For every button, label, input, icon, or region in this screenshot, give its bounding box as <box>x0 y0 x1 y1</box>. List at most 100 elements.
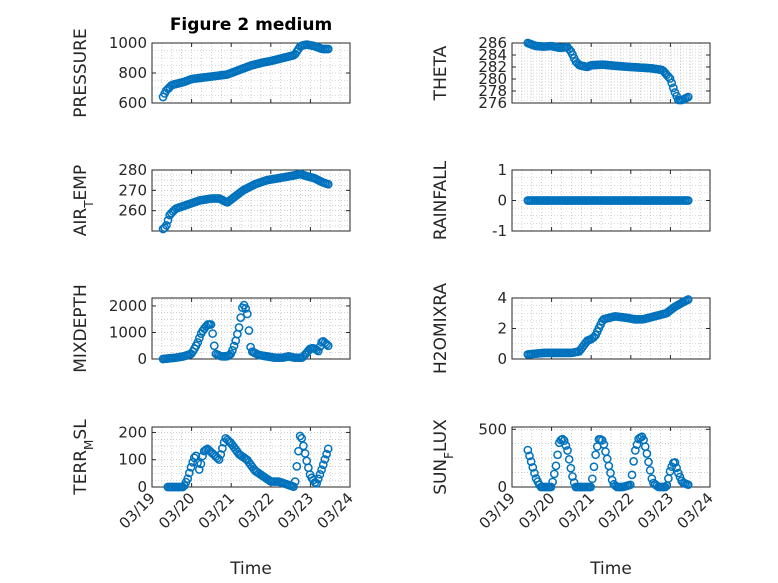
data-point <box>525 451 534 461</box>
y-tick-label: 278 <box>478 82 507 100</box>
data-point <box>586 482 596 492</box>
panel-mixdepth: 0 1000 2000 MIXDEPTH <box>71 284 351 373</box>
y-tick-label: 1000 <box>109 323 147 341</box>
y-tick-label: 0 <box>137 478 147 496</box>
x-tick-label: 03/21 <box>555 489 598 532</box>
y-tick-label: 282 <box>478 58 507 76</box>
data-point <box>194 465 204 474</box>
data-point <box>188 457 197 467</box>
y-axis-label: H2OMIXRA <box>431 283 451 374</box>
data-point <box>546 482 556 492</box>
y-tick-label: 2000 <box>109 297 147 315</box>
data-point <box>683 196 693 205</box>
axes-frame <box>511 42 711 104</box>
panel-air_temp: 260 270 280 AIRTEMP <box>71 161 351 236</box>
data-point <box>640 442 650 451</box>
data-point <box>563 446 572 455</box>
y-tick-label: 800 <box>118 64 147 82</box>
y-axis-label: AIRTEMP <box>71 165 96 236</box>
x-axis-label: Time <box>589 559 632 579</box>
data-point <box>322 449 331 459</box>
y-tick-label: 284 <box>478 46 507 64</box>
data-point <box>292 462 302 471</box>
y-axis-label: MIXDEPTH <box>71 284 91 373</box>
y-axis-label-part: SUN <box>431 459 451 495</box>
data-point <box>313 474 323 484</box>
data-point <box>244 326 254 335</box>
data-point <box>548 477 557 487</box>
y-tick-label: 500 <box>478 420 507 438</box>
x-tick-label: 03/23 <box>634 489 677 532</box>
y-tick-label: 270 <box>118 181 147 199</box>
data-point <box>196 459 206 469</box>
y-tick-label: 276 <box>478 94 507 112</box>
data-point <box>183 474 193 484</box>
y-tick-label: 0 <box>137 350 147 368</box>
data-point <box>670 458 680 467</box>
data-point <box>587 474 597 484</box>
data-point <box>322 339 331 349</box>
y-tick-label: 0 <box>497 350 507 368</box>
y-axis-label: PRESSURE <box>71 28 91 117</box>
y-axis-label-part: EMP <box>71 165 91 201</box>
data-point <box>664 474 673 483</box>
x-tick-label: 03/22 <box>234 489 277 532</box>
panel-sun_flux: 050003/1903/2003/2103/2203/2303/24TimeSU… <box>431 419 717 579</box>
y-tick-label: 260 <box>118 202 147 220</box>
data-point <box>313 346 323 356</box>
data-point <box>683 480 693 490</box>
y-axis-label: SUNFLUX <box>431 419 456 495</box>
y-tick-label: 0 <box>497 192 507 210</box>
data-point <box>549 469 559 479</box>
data-point <box>589 462 599 472</box>
panel-rainfall: -1 0 1 RAINFALL <box>431 160 711 240</box>
data-point <box>163 215 173 225</box>
data-point <box>559 436 569 446</box>
panel-pressure: 600 800 1000 PRESSURE <box>71 28 351 118</box>
axes-frame <box>151 169 351 232</box>
data-point <box>241 304 251 313</box>
data-point <box>317 465 326 475</box>
data-point <box>683 295 693 304</box>
data-point <box>602 454 612 464</box>
panel-h2omixra: 0 2 4 H2OMIXRA <box>431 283 711 374</box>
data-point <box>645 465 655 475</box>
data-point <box>591 450 600 460</box>
x-tick-label: 03/21 <box>195 489 238 532</box>
y-axis-label-subscript: M <box>82 440 96 450</box>
y-axis-label: THETA <box>431 45 451 101</box>
y-axis-label-part: SL <box>71 419 91 440</box>
data-point <box>627 470 637 480</box>
x-tick-label: 03/24 <box>314 489 357 532</box>
data-point <box>553 450 562 460</box>
data-point <box>568 472 577 481</box>
data-point <box>229 341 239 351</box>
data-point <box>218 444 227 453</box>
data-point <box>561 441 571 450</box>
data-point <box>208 329 217 338</box>
data-point <box>290 477 300 486</box>
data-point <box>206 320 216 329</box>
data-point <box>295 431 305 441</box>
data-point <box>323 44 333 54</box>
data-point <box>302 456 312 466</box>
y-tick-label: -1 <box>492 222 507 240</box>
data-point <box>162 220 171 230</box>
y-tick-label: 4 <box>497 289 507 307</box>
data-point <box>597 436 607 445</box>
data-point <box>604 461 614 471</box>
data-point <box>186 462 196 472</box>
data-point <box>315 469 325 479</box>
data-point <box>564 454 574 464</box>
x-tick-label: 03/24 <box>674 489 717 532</box>
data-point <box>523 445 533 455</box>
y-tick-label: 280 <box>478 70 507 88</box>
data-point <box>530 468 539 478</box>
data-point <box>665 466 675 476</box>
data-point <box>642 449 652 458</box>
y-tick-label: 2 <box>497 320 507 338</box>
data-point <box>209 341 219 351</box>
